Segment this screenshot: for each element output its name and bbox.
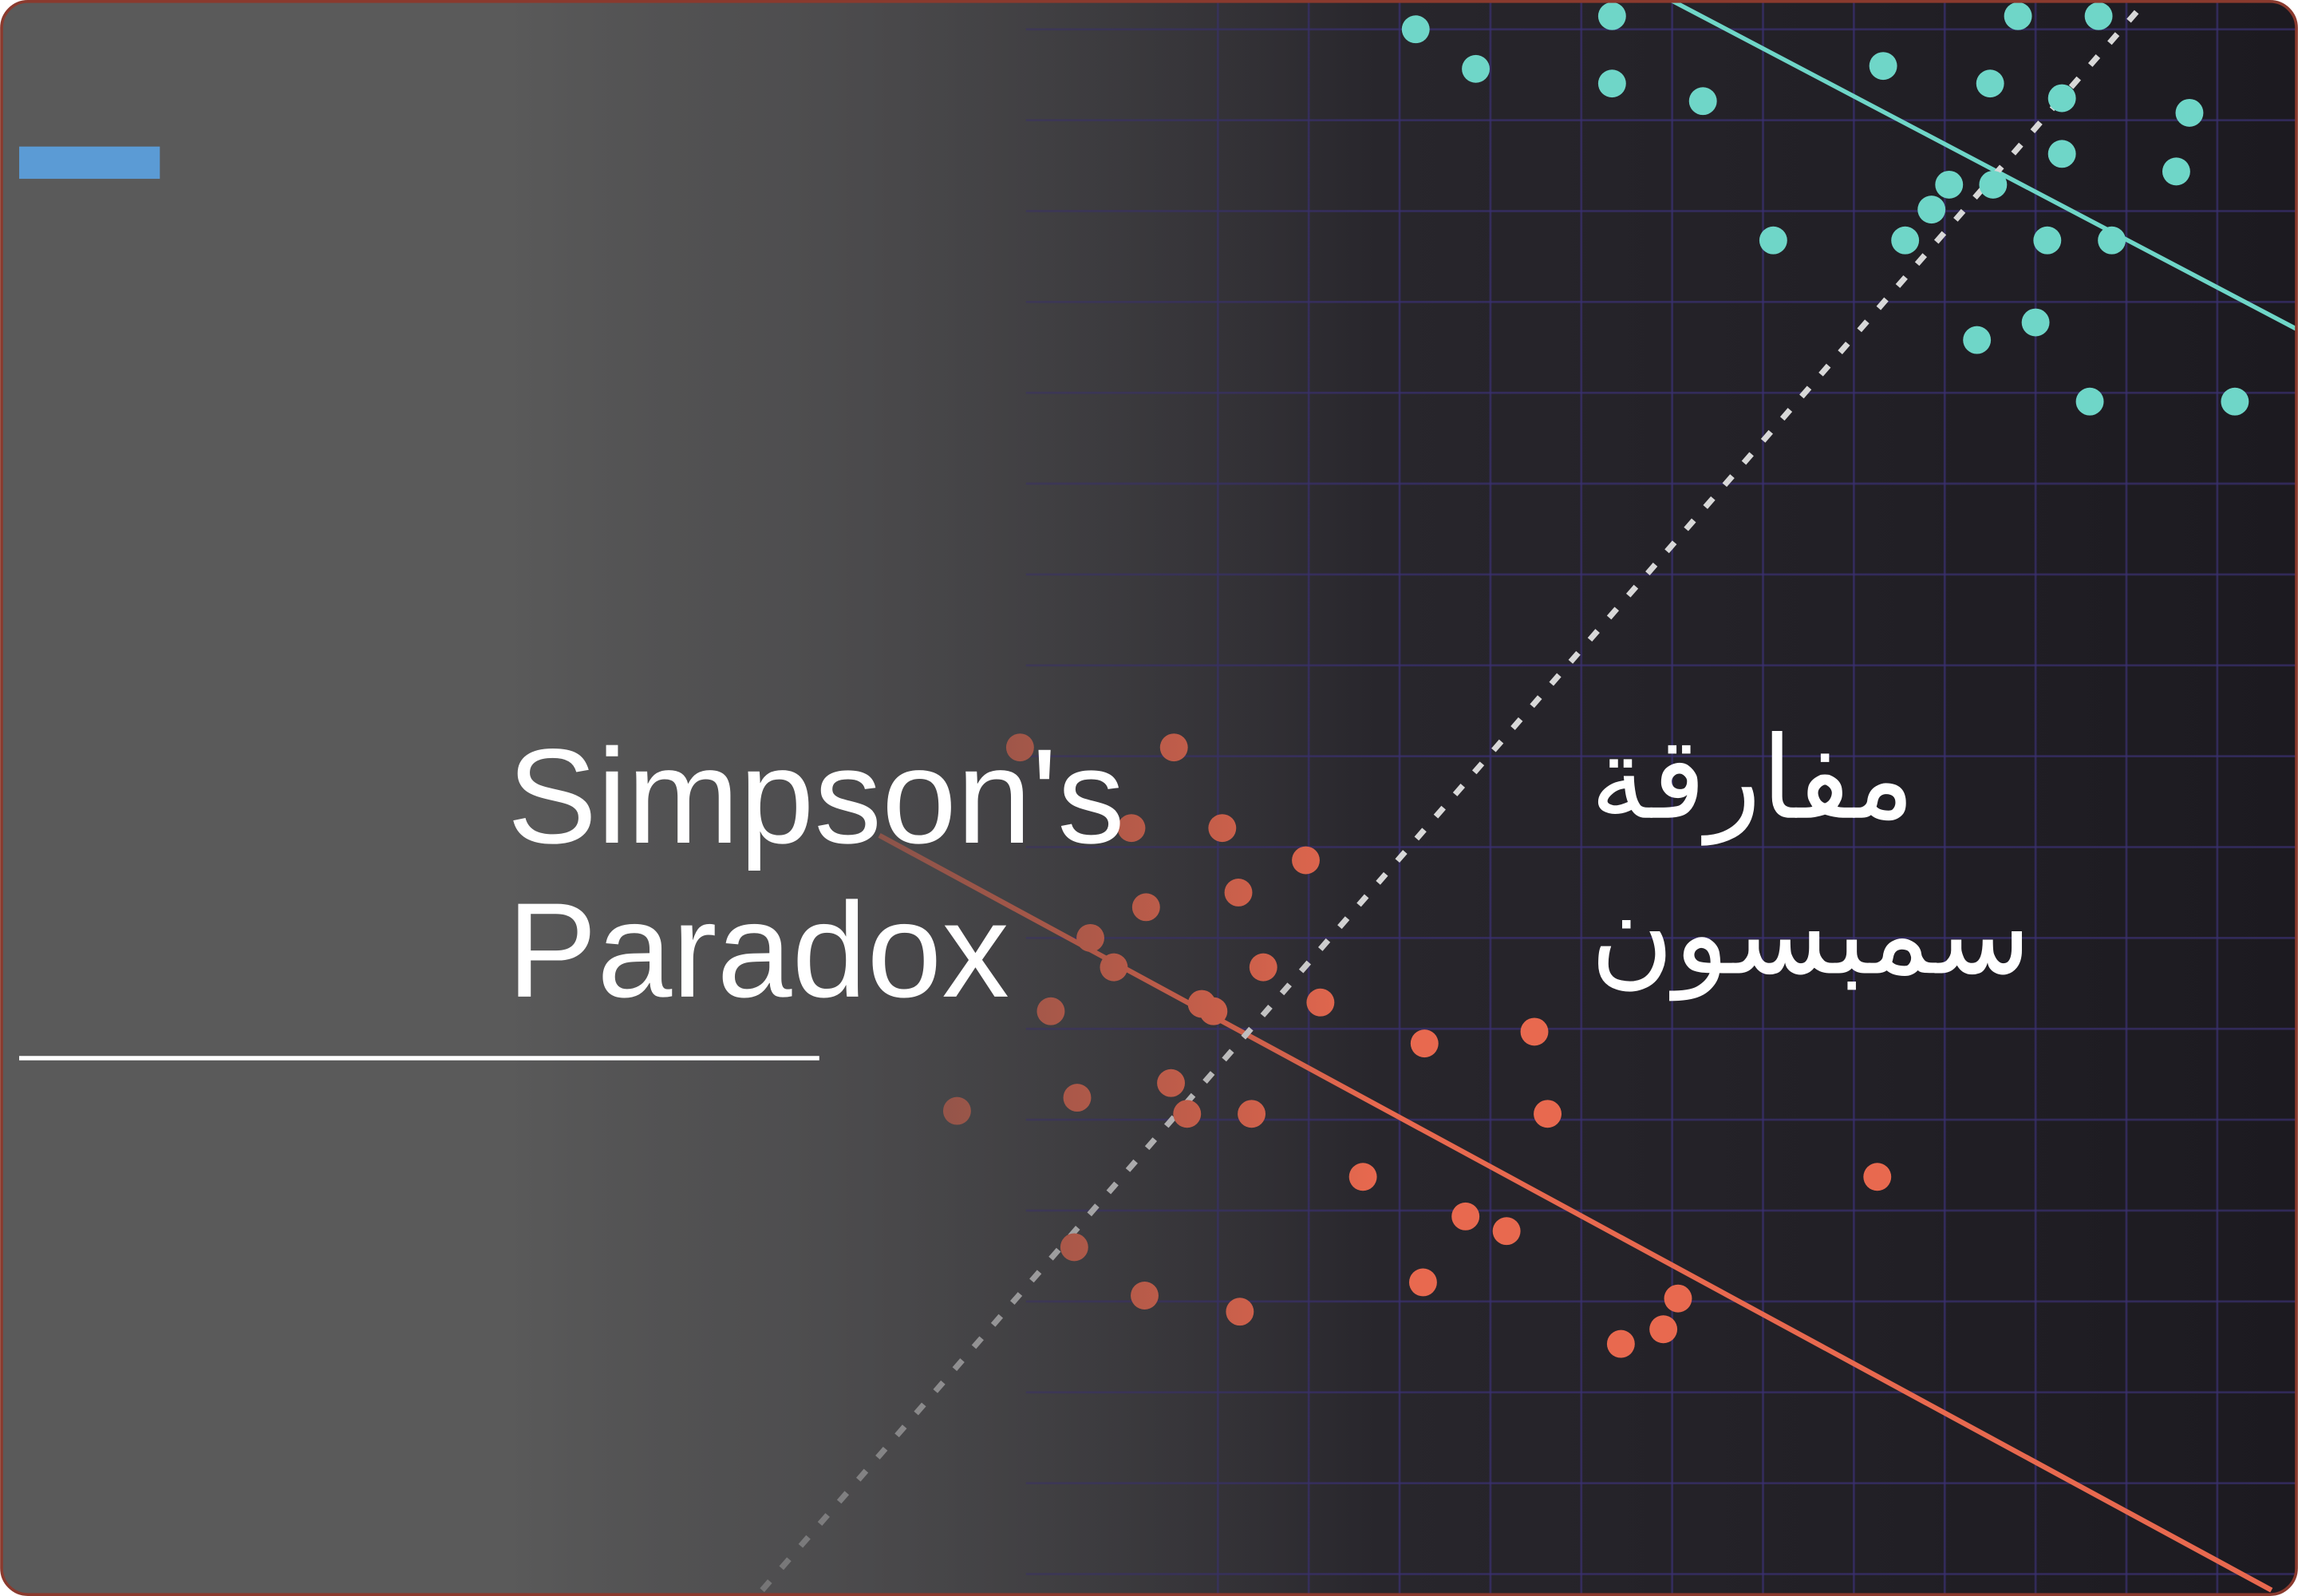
title-english-line: Paradox [507, 875, 1009, 1025]
accent-bar [19, 146, 160, 180]
title-english-line: Simpson's [507, 721, 1125, 871]
title-arabic-line: سمبسون [1590, 867, 2031, 1001]
title-arabic-line: مفارقة [1590, 712, 1915, 846]
